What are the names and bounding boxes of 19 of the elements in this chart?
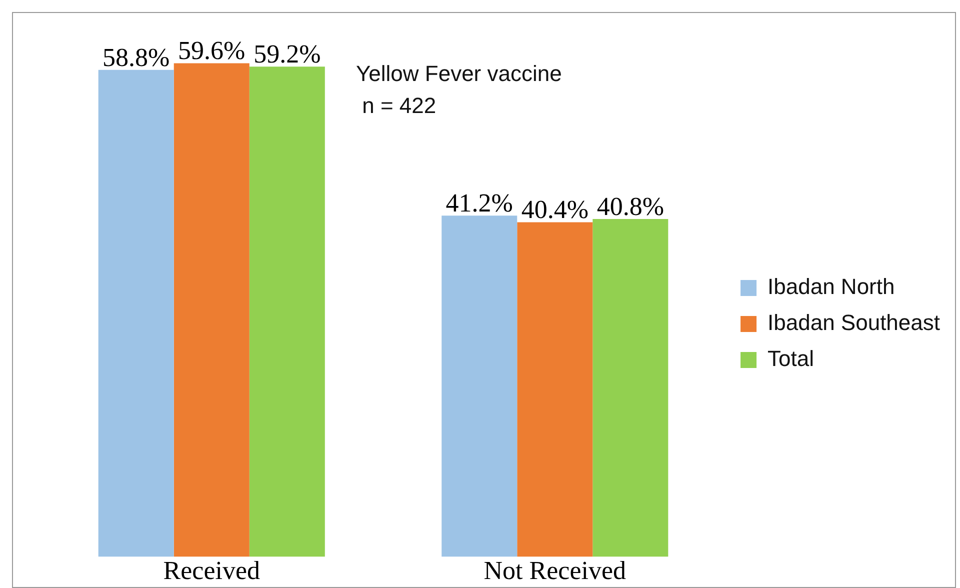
bar bbox=[442, 216, 518, 557]
bar bbox=[249, 66, 325, 557]
x-tick-label: Not Received bbox=[484, 556, 626, 586]
bar bbox=[98, 70, 174, 557]
text: n = 422 bbox=[361, 92, 438, 120]
bar bbox=[174, 63, 250, 557]
data-label: 40.8% bbox=[596, 192, 664, 221]
data-label: 40.4% bbox=[521, 195, 588, 224]
x-tick-label: Received bbox=[163, 556, 260, 586]
chart-title: Yellow Fever vaccine bbox=[356, 60, 562, 88]
bar bbox=[517, 222, 593, 557]
bar bbox=[592, 218, 668, 557]
data-label: 41.2% bbox=[446, 188, 513, 218]
data-label: 59.6% bbox=[178, 36, 246, 66]
legend-label: Ibadan North bbox=[768, 274, 895, 300]
data-label: 58.8% bbox=[102, 42, 170, 72]
legend-label: Ibadan Southeast bbox=[768, 310, 940, 336]
legend-label: Total bbox=[768, 346, 814, 372]
data-label: 59.2% bbox=[254, 39, 321, 68]
